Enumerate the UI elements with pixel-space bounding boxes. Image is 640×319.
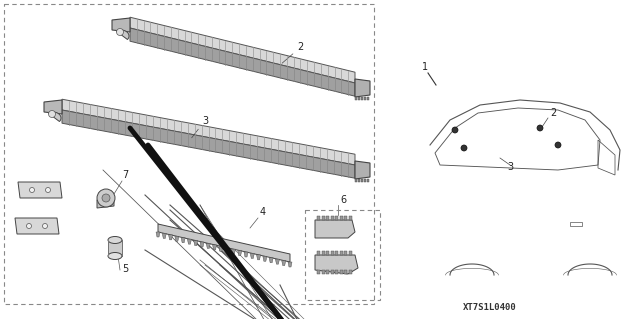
Text: 7: 7: [122, 170, 128, 180]
Text: 3: 3: [507, 162, 513, 172]
Bar: [364, 179, 366, 182]
Text: XT7S1L0400: XT7S1L0400: [463, 303, 517, 313]
Polygon shape: [244, 252, 248, 257]
Polygon shape: [130, 28, 355, 96]
Polygon shape: [315, 255, 358, 274]
Bar: [339, 251, 342, 255]
Bar: [321, 251, 324, 255]
Bar: [330, 270, 333, 274]
Circle shape: [42, 224, 47, 228]
Polygon shape: [168, 235, 173, 240]
Bar: [330, 251, 333, 255]
Polygon shape: [206, 243, 211, 249]
Bar: [326, 270, 329, 274]
Circle shape: [555, 142, 561, 148]
Polygon shape: [355, 161, 370, 179]
Polygon shape: [232, 249, 236, 254]
Bar: [317, 216, 320, 220]
Bar: [321, 216, 324, 220]
Circle shape: [537, 125, 543, 131]
Bar: [335, 216, 338, 220]
Circle shape: [49, 110, 56, 117]
Polygon shape: [44, 100, 62, 114]
Polygon shape: [112, 18, 130, 32]
Bar: [358, 97, 360, 100]
Polygon shape: [355, 79, 370, 97]
Text: 5: 5: [122, 264, 128, 274]
Bar: [355, 97, 357, 100]
Polygon shape: [288, 262, 292, 267]
Bar: [339, 270, 342, 274]
Circle shape: [29, 188, 35, 192]
Polygon shape: [212, 245, 216, 250]
Bar: [361, 179, 363, 182]
Bar: [361, 97, 363, 100]
Polygon shape: [62, 110, 355, 178]
Bar: [321, 270, 324, 274]
Bar: [349, 216, 351, 220]
Circle shape: [26, 224, 31, 228]
Polygon shape: [225, 248, 229, 253]
Polygon shape: [48, 112, 61, 122]
Polygon shape: [269, 258, 273, 263]
Polygon shape: [200, 242, 204, 247]
Circle shape: [45, 188, 51, 192]
Bar: [367, 97, 369, 100]
Polygon shape: [15, 218, 59, 234]
Polygon shape: [237, 250, 242, 256]
Circle shape: [461, 145, 467, 151]
Bar: [335, 270, 338, 274]
Polygon shape: [315, 220, 355, 238]
Bar: [570, 222, 582, 226]
Bar: [349, 270, 351, 274]
Circle shape: [102, 194, 110, 202]
Polygon shape: [62, 99, 355, 165]
Polygon shape: [130, 17, 355, 83]
Bar: [317, 270, 320, 274]
Ellipse shape: [108, 236, 122, 243]
Ellipse shape: [108, 253, 122, 259]
Polygon shape: [282, 261, 285, 266]
Polygon shape: [194, 241, 198, 246]
Bar: [355, 179, 357, 182]
Bar: [335, 251, 338, 255]
Polygon shape: [188, 239, 191, 244]
Bar: [358, 179, 360, 182]
Polygon shape: [18, 182, 62, 198]
Polygon shape: [116, 30, 129, 40]
Text: 2: 2: [297, 42, 303, 52]
Polygon shape: [275, 259, 280, 264]
Text: 3: 3: [202, 116, 208, 126]
Bar: [344, 251, 347, 255]
Bar: [339, 216, 342, 220]
Text: 2: 2: [550, 108, 556, 118]
Polygon shape: [250, 253, 254, 258]
Bar: [326, 251, 329, 255]
Bar: [326, 216, 329, 220]
Bar: [364, 97, 366, 100]
Bar: [367, 179, 369, 182]
Polygon shape: [158, 224, 290, 262]
Polygon shape: [263, 256, 267, 261]
Bar: [108, 240, 122, 256]
Bar: [317, 251, 320, 255]
Circle shape: [116, 28, 124, 35]
Text: 1: 1: [422, 62, 428, 72]
Polygon shape: [219, 246, 223, 251]
Bar: [344, 270, 347, 274]
Bar: [349, 251, 351, 255]
Polygon shape: [257, 255, 260, 260]
Circle shape: [97, 189, 115, 207]
Text: 6: 6: [340, 195, 346, 205]
Bar: [330, 216, 333, 220]
Polygon shape: [156, 232, 160, 237]
Text: 4: 4: [260, 207, 266, 217]
Circle shape: [452, 127, 458, 133]
Polygon shape: [181, 238, 185, 243]
Polygon shape: [97, 198, 114, 208]
Polygon shape: [163, 234, 166, 238]
Bar: [344, 216, 347, 220]
Polygon shape: [175, 236, 179, 241]
